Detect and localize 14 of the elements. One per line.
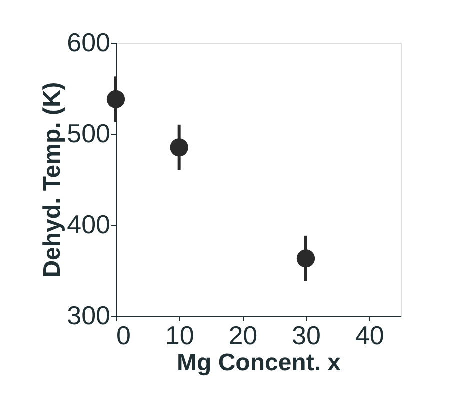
y-tick-label: 500 bbox=[67, 118, 110, 148]
x-tick-label: 10 bbox=[165, 320, 194, 350]
y-tick-label: 600 bbox=[67, 28, 110, 58]
point bbox=[170, 138, 188, 157]
x-tick-label: 0 bbox=[116, 320, 131, 350]
x-axis-title: Mg Concent. x bbox=[176, 350, 342, 376]
x-tick-label: 20 bbox=[228, 320, 258, 350]
x-tick-label: 30 bbox=[292, 320, 321, 350]
point bbox=[296, 250, 316, 268]
y-axis-title: Dehyd. Temp. (K) bbox=[39, 82, 66, 278]
x-tick-label: 40 bbox=[355, 320, 384, 350]
point bbox=[106, 90, 126, 108]
y-tick-label: 300 bbox=[67, 300, 110, 330]
y-tick-label: 400 bbox=[67, 210, 110, 240]
